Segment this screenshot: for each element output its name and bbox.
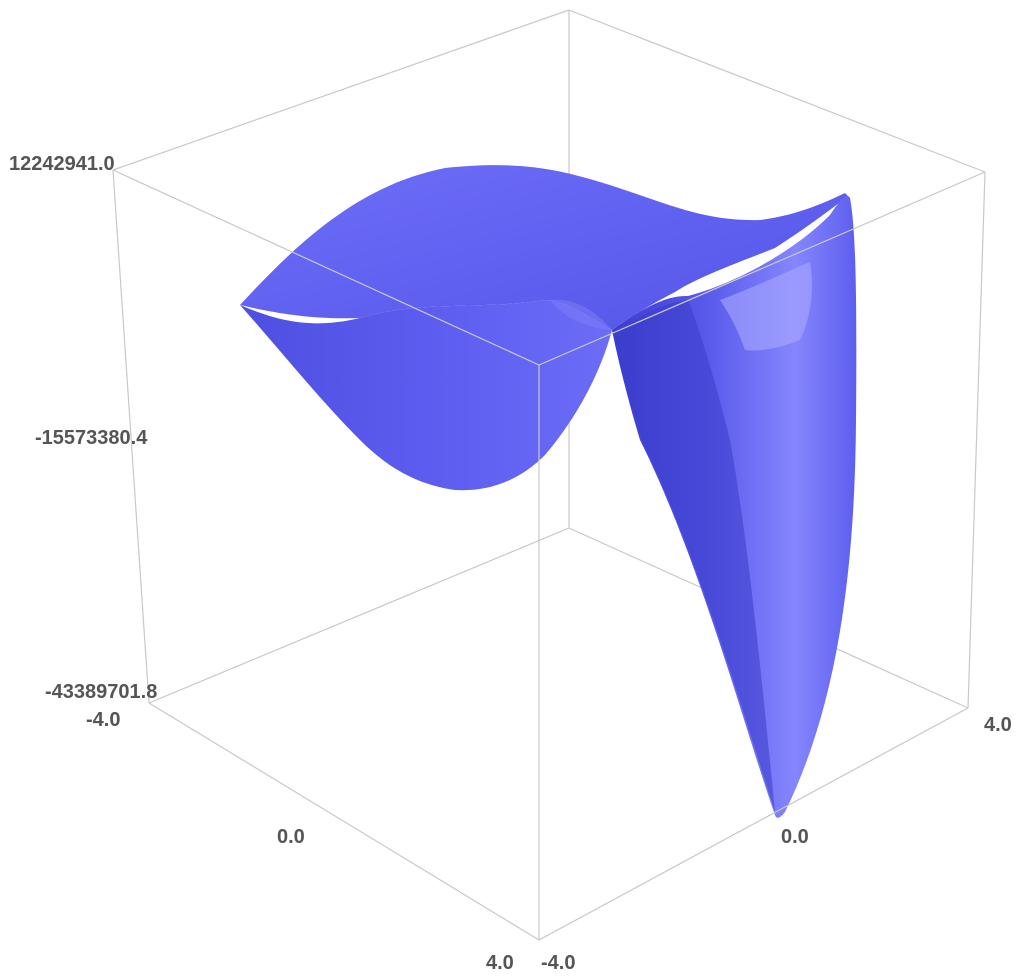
surface-well-shadow <box>615 300 775 812</box>
box-edge-front-bottom-right <box>538 707 969 941</box>
surface <box>240 165 857 818</box>
box-edge-front-top-right <box>538 171 986 366</box>
box-edge-back-top-right <box>568 9 986 173</box>
tick-labels: 12242941.0 -15573380.4 -43389701.8 -4.0 … <box>9 153 1012 974</box>
box-edge-front-top-left <box>112 169 540 366</box>
x-tick-label-min: -4.0 <box>86 709 120 731</box>
box-edge-front-bottom-left <box>148 702 540 941</box>
z-tick-label-middle: -15573380.4 <box>35 427 148 449</box>
x-tick-label-mid: 0.0 <box>277 826 305 848</box>
box-front-edges <box>112 169 986 941</box>
surface-front-sheet <box>240 300 612 491</box>
z-tick-label-top: 12242941.0 <box>9 153 115 175</box>
box-edge-right-vertical <box>967 171 986 709</box>
y-tick-label-min: -4.0 <box>541 952 575 974</box>
surface-top-sheet <box>240 165 848 330</box>
y-tick-label-mid: 0.0 <box>781 826 809 848</box>
box-edge-back-bottom-left <box>148 527 570 704</box>
box-edge-left-vertical <box>112 169 150 704</box>
x-tick-label-max: 4.0 <box>486 952 514 974</box>
surface-well-highlight <box>720 262 812 351</box>
surface-ridge-highlight <box>550 299 612 330</box>
box-edge-back-top-left <box>112 9 570 171</box>
z-tick-label-bottom: -43389701.8 <box>45 681 157 703</box>
y-tick-label-max: 4.0 <box>984 714 1012 736</box>
